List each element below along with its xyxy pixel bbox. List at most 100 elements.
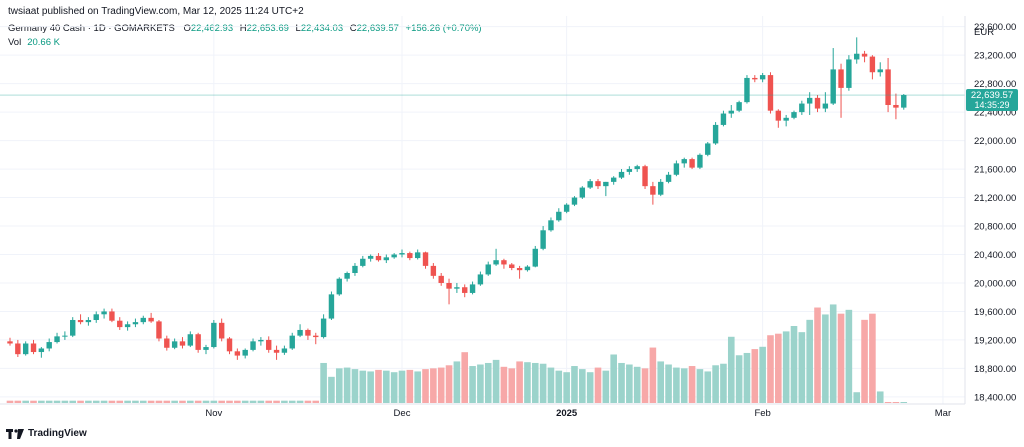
price-tick-label: 20,000.00 [974,278,1016,289]
volume-bar [398,370,406,403]
low-value: 22,434.03 [300,23,344,34]
volume-bar [147,400,155,403]
candle-body [22,343,29,355]
volume-bar [782,331,790,403]
volume-bar [445,365,453,403]
candle-body [540,230,546,249]
volume-bar [876,391,884,403]
volume-bar [508,368,516,403]
volume-bar [477,364,484,403]
volume-bar [22,400,29,403]
volume-bar [375,369,382,403]
volume-bar [281,400,288,403]
volume-bar [759,346,766,403]
volume-bar [892,402,900,403]
candle-body [54,336,60,343]
volume-bar [727,336,735,403]
candle-body [752,77,758,80]
volume-value: 20.66 K [27,37,60,48]
candle-body [846,59,852,88]
candle-body [814,97,821,109]
price-tick-label: 21,600.00 [974,165,1016,176]
candle-body [266,339,272,350]
candle-body [532,248,538,267]
volume-bar [775,333,782,403]
volume-bar [367,371,374,403]
volume-bar [500,366,508,403]
volume-bar [437,367,445,403]
volume-bar [704,371,712,403]
candle-body [203,347,209,350]
candle-body [132,322,139,325]
candle-body [477,274,484,285]
volume-bar [453,361,461,403]
volume-bar [171,400,178,403]
price-tick-label: 19,600.00 [974,307,1016,318]
time-tick-label: Feb [754,408,770,419]
candle-body [901,95,907,108]
candle-body [681,159,687,164]
volume-bar [720,363,727,403]
time-tick-labels: Nov Dec 2025 Feb Mar [205,408,951,419]
candle-body [658,181,664,195]
candle-body [516,268,523,271]
volume-bar [798,332,806,403]
volume-bar [124,400,131,403]
volume-bar [767,335,774,403]
candle-body [7,341,13,344]
candle-body [430,265,437,276]
volume-bar [806,319,813,403]
volume-bar [853,392,861,403]
volume-bar [108,400,116,403]
volume-bar [602,370,610,403]
candle-body [30,343,37,353]
candle-body [117,320,123,328]
candle-body [744,77,750,103]
symbol-name: Germany 40 Cash · 1D · GOMARKETS [8,23,175,34]
footer-brand[interactable]: TradingView [6,428,87,439]
volume-bar [100,400,108,403]
volume-bar [626,364,633,403]
volume-bar [406,369,414,403]
candle-body [85,319,92,323]
volume-bar [241,400,249,403]
candle-body [885,69,891,105]
volume-bar [829,304,837,403]
candle-body [367,255,374,259]
volume-bar [594,367,602,403]
volume-bar [351,369,359,403]
candle-body [140,317,146,323]
candle-body [273,349,280,353]
candle-body [375,255,382,261]
volume-bar [296,400,304,403]
candle-body [579,187,586,198]
volume-bar [845,309,853,403]
volume-bar [547,367,555,403]
volume-bar [814,307,821,403]
volume-bar [359,370,367,403]
candle-body [399,253,405,255]
candle-body [626,169,633,172]
volume-bar [649,347,657,403]
price-axis[interactable]: EUR 18,400.00 18,800.00 19,200.00 19,600.00… [964,16,1018,404]
volume-bar [304,400,312,403]
volume-bar [61,400,69,403]
candle-body [712,124,719,144]
candle-body [109,311,115,321]
close-value: 22,639.57 [356,23,399,34]
high-value: 22,653.69 [246,23,289,34]
candle-body [571,197,578,205]
volume-bar [343,367,351,403]
price-tick-labels: 18,400.00 18,800.00 19,200.00 19,600.00 20,0… [974,22,1016,403]
candle-body [893,104,899,108]
time-tick-label: Mar [935,408,951,419]
volume-bar [234,400,241,403]
candle-body [383,257,390,261]
volume-row: Vol 20.66 K [8,36,482,50]
candle-body [869,56,876,73]
volume-bar [665,364,672,403]
candle-body [705,143,711,155]
change-value: +156.26 (+0.70%) [405,23,482,34]
candle-body [634,166,640,170]
